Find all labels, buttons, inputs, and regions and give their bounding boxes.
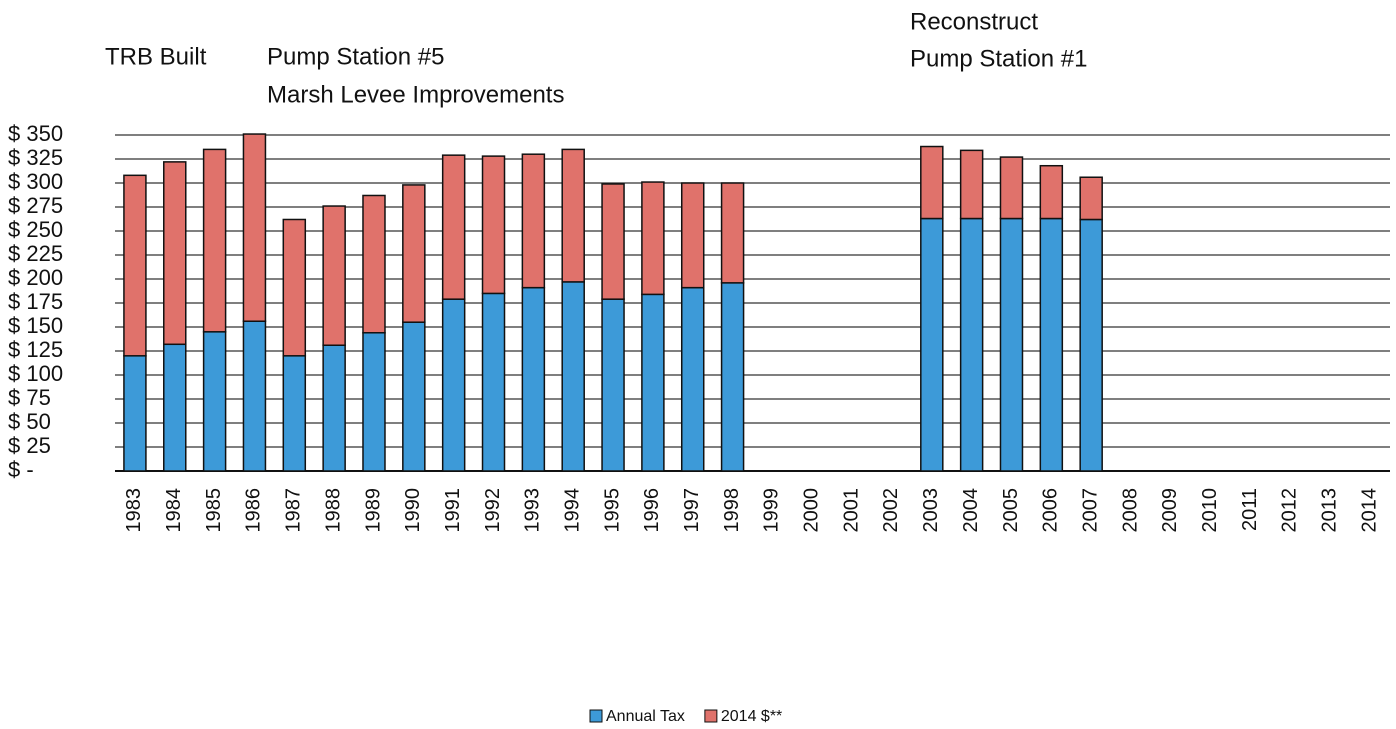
bar-segment (362, 332, 386, 472)
x-tick-label: 1985 (203, 488, 225, 533)
x-tick-label: 1987 (283, 488, 305, 533)
bar-segment (641, 293, 665, 472)
y-tick-label: $ 225 (8, 241, 63, 266)
bar-segment (481, 155, 506, 295)
bar-segment (959, 217, 984, 472)
x-tick-label: 2008 (1119, 488, 1141, 533)
x-tick-label: 1996 (641, 488, 663, 533)
x-tick-label: 2014 (1358, 488, 1380, 533)
y-tick-label: $ 25 (8, 433, 51, 458)
bar-segment (362, 194, 386, 334)
x-tick-label: 2003 (920, 488, 942, 533)
bar-segment (920, 217, 944, 472)
y-tick-label: $ 175 (8, 289, 63, 314)
x-tick-label: 2004 (960, 488, 982, 533)
x-tick-label: 2005 (1000, 488, 1022, 533)
bar-segment (680, 182, 705, 289)
bar-segment (402, 184, 426, 323)
y-tick-label: $ 275 (8, 193, 63, 218)
bar-segment (1039, 164, 1064, 220)
bar-segment (920, 145, 944, 220)
annotation: Pump Station #1 (910, 45, 1087, 72)
x-tick-label: 1999 (761, 488, 783, 533)
y-tick-label: $ 250 (8, 217, 63, 242)
bar-segment (282, 355, 307, 472)
annotation: TRB Built (105, 43, 207, 70)
y-tick-label: $ 300 (8, 169, 63, 194)
x-tick-label: 1990 (402, 488, 424, 533)
bar-segment (601, 298, 625, 472)
bar-segment (202, 148, 227, 333)
y-tick-label: $ 325 (8, 145, 63, 170)
bar-segment (282, 218, 307, 357)
bar-segment (242, 133, 267, 322)
bar-segment (242, 320, 267, 472)
legend-label: 2014 $** (721, 708, 782, 725)
y-tick-label: $ 75 (8, 385, 51, 410)
bar-segment (720, 282, 745, 472)
x-tick-label: 1994 (561, 488, 583, 533)
x-tick-label: 2002 (880, 488, 902, 533)
x-tick-label: 2000 (801, 488, 823, 533)
bar-segment (402, 321, 426, 472)
bar-segment (322, 344, 346, 472)
bar-segment (521, 286, 546, 472)
bar-segment (123, 355, 147, 472)
y-tick-label: $ - (8, 457, 34, 482)
x-tick-label: 1997 (681, 488, 703, 533)
bar-segment (720, 182, 745, 284)
bar-segment (202, 331, 227, 472)
y-tick-label: $ 150 (8, 313, 63, 338)
bar-segment (521, 153, 546, 289)
x-tick-label: 2007 (1079, 488, 1101, 533)
x-tick-label: 2001 (840, 488, 862, 533)
x-tick-label: 1995 (601, 488, 623, 533)
bar-segment (1079, 176, 1103, 221)
y-tick-label: $ 125 (8, 337, 63, 362)
x-tick-label: 2011 (1239, 488, 1261, 531)
annotation: Reconstruct (910, 8, 1038, 35)
bar-segment (163, 343, 187, 472)
y-tick-label: $ 350 (8, 121, 63, 146)
x-tick-label: 2010 (1199, 488, 1221, 533)
bar-segment (481, 292, 506, 472)
legend-label: Annual Tax (606, 708, 685, 725)
bar-segment (441, 154, 466, 300)
bar-segment (999, 156, 1024, 220)
bar-segment (561, 148, 585, 283)
bar-segment (959, 149, 984, 220)
x-tick-label: 1988 (322, 488, 344, 533)
x-tick-label: 1983 (123, 488, 145, 533)
x-tick-label: 1992 (482, 488, 504, 533)
bar-segment (1079, 218, 1103, 472)
legend-swatch (589, 709, 603, 723)
bar-segment (561, 281, 585, 472)
bar-segment (163, 161, 187, 346)
x-tick-label: 2013 (1319, 488, 1341, 533)
x-tick-label: 2006 (1040, 488, 1062, 533)
x-tick-label: 1984 (163, 488, 185, 533)
x-tick-label: 1989 (362, 488, 384, 533)
legend-swatch (704, 709, 718, 723)
bar-segment (680, 286, 705, 472)
bar-segment (641, 181, 665, 296)
x-tick-label: 1993 (522, 488, 544, 533)
annotation: Marsh Levee Improvements (267, 81, 564, 108)
x-tick-label: 1986 (243, 488, 265, 533)
bar-segment (999, 217, 1024, 472)
bar-segment (322, 205, 346, 346)
x-tick-label: 2009 (1159, 488, 1181, 533)
x-tick-label: 1998 (721, 488, 743, 533)
x-tick-label: 2012 (1279, 488, 1301, 533)
y-tick-label: $ 50 (8, 409, 51, 434)
bar-segment (1039, 217, 1064, 472)
y-tick-label: $ 200 (8, 265, 63, 290)
x-tick-label: 1991 (442, 488, 464, 533)
bar-segment (441, 298, 466, 472)
bar-segment (601, 183, 625, 300)
annotation: Pump Station #5 (267, 43, 444, 70)
bar-segment (123, 174, 147, 357)
y-tick-label: $ 100 (8, 361, 63, 386)
